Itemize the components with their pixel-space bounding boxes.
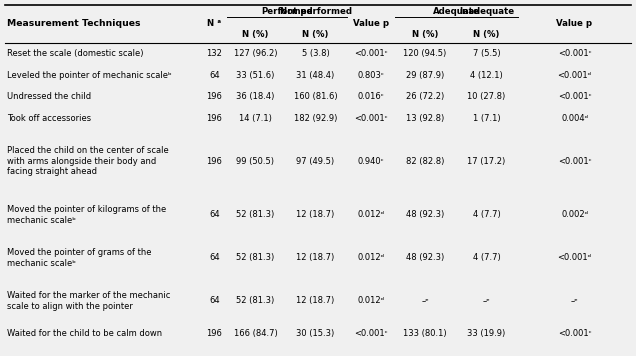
Text: 132: 132 — [207, 49, 223, 58]
Text: 0.004ᵈ: 0.004ᵈ — [561, 114, 588, 123]
Text: 12 (18.7): 12 (18.7) — [296, 297, 335, 305]
Text: 0.012ᵈ: 0.012ᵈ — [357, 210, 385, 220]
Text: 1 (7.1): 1 (7.1) — [473, 114, 501, 123]
Text: <0.001ᶜ: <0.001ᶜ — [558, 157, 591, 166]
Text: N (%): N (%) — [242, 31, 268, 40]
Text: 14 (7.1): 14 (7.1) — [239, 114, 272, 123]
Text: 7 (5.5): 7 (5.5) — [473, 49, 501, 58]
Text: 64: 64 — [209, 297, 220, 305]
Text: 97 (49.5): 97 (49.5) — [296, 157, 335, 166]
Text: Reset the scale (domestic scale): Reset the scale (domestic scale) — [7, 49, 144, 58]
Text: –ᵉ: –ᵉ — [570, 297, 578, 305]
Text: Took off accessories: Took off accessories — [7, 114, 91, 123]
Text: 133 (80.1): 133 (80.1) — [403, 329, 447, 338]
Text: 36 (18.4): 36 (18.4) — [237, 92, 275, 101]
Text: N ᵃ: N ᵃ — [207, 20, 221, 28]
Text: 17 (17.2): 17 (17.2) — [467, 157, 506, 166]
Text: Waited for the child to be calm down: Waited for the child to be calm down — [7, 329, 162, 338]
Text: Value p: Value p — [353, 20, 389, 28]
Text: 0.940ᶜ: 0.940ᶜ — [357, 157, 384, 166]
Text: N (%): N (%) — [302, 31, 329, 40]
Text: 0.803ᶜ: 0.803ᶜ — [357, 71, 384, 80]
Text: 5 (3.8): 5 (3.8) — [301, 49, 329, 58]
Text: Waited for the marker of the mechanic
scale to align with the pointer: Waited for the marker of the mechanic sc… — [7, 291, 170, 311]
Text: Undressed the child: Undressed the child — [7, 92, 91, 101]
Text: <0.001ᶜ: <0.001ᶜ — [558, 49, 591, 58]
Text: 33 (51.6): 33 (51.6) — [237, 71, 275, 80]
Text: 31 (48.4): 31 (48.4) — [296, 71, 335, 80]
Text: Adequate: Adequate — [433, 6, 480, 16]
Text: Measurement Techniques: Measurement Techniques — [7, 20, 141, 28]
Text: <0.001ᶜ: <0.001ᶜ — [558, 329, 591, 338]
Text: <0.001ᶜ: <0.001ᶜ — [354, 329, 388, 338]
Text: 52 (81.3): 52 (81.3) — [237, 253, 275, 262]
Text: <0.001ᶜ: <0.001ᶜ — [558, 92, 591, 101]
Text: 4 (7.7): 4 (7.7) — [473, 210, 501, 220]
Text: –ᵉ: –ᵉ — [421, 297, 429, 305]
Text: 29 (87.9): 29 (87.9) — [406, 71, 444, 80]
Text: 12 (18.7): 12 (18.7) — [296, 253, 335, 262]
Text: 99 (50.5): 99 (50.5) — [237, 157, 275, 166]
Text: 166 (84.7): 166 (84.7) — [233, 329, 277, 338]
Text: 30 (15.3): 30 (15.3) — [296, 329, 335, 338]
Text: 12 (18.7): 12 (18.7) — [296, 210, 335, 220]
Text: Inadequate: Inadequate — [459, 6, 514, 16]
Text: 26 (72.2): 26 (72.2) — [406, 92, 444, 101]
Text: Not performed: Not performed — [279, 6, 352, 16]
Text: 64: 64 — [209, 71, 220, 80]
Text: N (%): N (%) — [473, 31, 500, 40]
Text: Moved the pointer of grams of the
mechanic scaleᵇ: Moved the pointer of grams of the mechan… — [7, 248, 151, 268]
Text: 196: 196 — [207, 92, 223, 101]
Text: Moved the pointer of kilograms of the
mechanic scaleᵇ: Moved the pointer of kilograms of the me… — [7, 205, 166, 225]
Text: 64: 64 — [209, 210, 220, 220]
Text: <0.001ᵈ: <0.001ᵈ — [558, 253, 591, 262]
Text: 196: 196 — [207, 329, 223, 338]
Text: 0.016ᶜ: 0.016ᶜ — [357, 92, 384, 101]
Text: 64: 64 — [209, 253, 220, 262]
Text: Value p: Value p — [556, 20, 593, 28]
Text: 33 (19.9): 33 (19.9) — [467, 329, 506, 338]
Text: 48 (92.3): 48 (92.3) — [406, 210, 444, 220]
Text: 52 (81.3): 52 (81.3) — [237, 210, 275, 220]
Text: 4 (12.1): 4 (12.1) — [470, 71, 503, 80]
Text: 10 (27.8): 10 (27.8) — [467, 92, 506, 101]
Text: N (%): N (%) — [412, 31, 438, 40]
Text: <0.001ᶜ: <0.001ᶜ — [354, 114, 388, 123]
Text: Performed: Performed — [261, 6, 313, 16]
Text: <0.001ᵈ: <0.001ᵈ — [558, 71, 591, 80]
Text: 160 (81.6): 160 (81.6) — [294, 92, 337, 101]
Text: <0.001ᶜ: <0.001ᶜ — [354, 49, 388, 58]
Text: 182 (92.9): 182 (92.9) — [294, 114, 337, 123]
Text: 52 (81.3): 52 (81.3) — [237, 297, 275, 305]
Text: 127 (96.2): 127 (96.2) — [234, 49, 277, 58]
Text: 0.002ᵈ: 0.002ᵈ — [561, 210, 588, 220]
Text: 120 (94.5): 120 (94.5) — [403, 49, 446, 58]
Text: –ᵉ: –ᵉ — [483, 297, 490, 305]
Text: 48 (92.3): 48 (92.3) — [406, 253, 444, 262]
Text: 4 (7.7): 4 (7.7) — [473, 253, 501, 262]
Text: Leveled the pointer of mechanic scaleᵇ: Leveled the pointer of mechanic scaleᵇ — [7, 71, 172, 80]
Text: 13 (92.8): 13 (92.8) — [406, 114, 444, 123]
Text: 196: 196 — [207, 157, 223, 166]
Text: 0.012ᵈ: 0.012ᵈ — [357, 297, 385, 305]
Text: 0.012ᵈ: 0.012ᵈ — [357, 253, 385, 262]
Text: 82 (82.8): 82 (82.8) — [406, 157, 444, 166]
Text: 196: 196 — [207, 114, 223, 123]
Text: Placed the child on the center of scale
with arms alongside their body and
facin: Placed the child on the center of scale … — [7, 146, 169, 177]
